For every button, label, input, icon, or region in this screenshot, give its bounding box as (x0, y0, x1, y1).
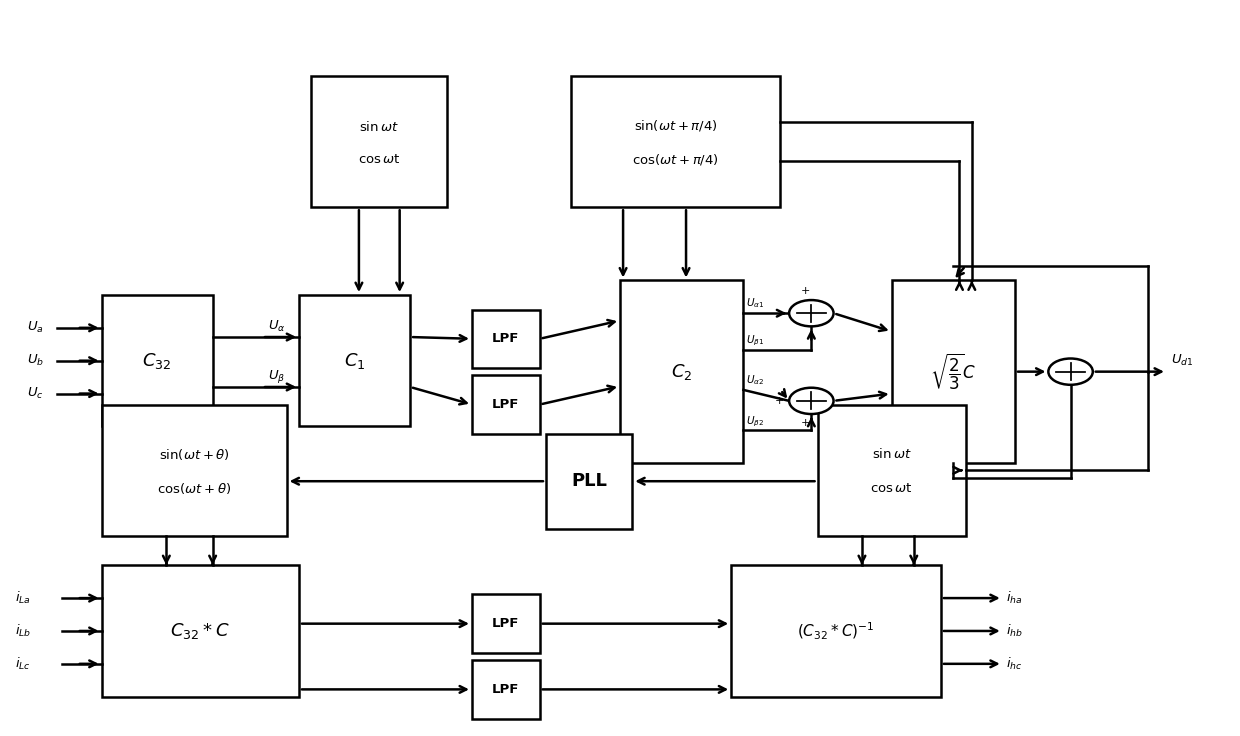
Text: $U_{\alpha1}$: $U_{\alpha1}$ (746, 296, 764, 310)
Text: $\cos\omega\mathrm{t}$: $\cos\omega\mathrm{t}$ (358, 153, 401, 166)
Text: $i_{Lc}$: $i_{Lc}$ (15, 656, 31, 672)
Text: $U_{\beta1}$: $U_{\beta1}$ (746, 333, 764, 348)
Text: $U_\beta$: $U_\beta$ (268, 367, 285, 384)
Text: PLL: PLL (572, 473, 608, 490)
Text: $\sin\omega t$: $\sin\omega t$ (872, 447, 911, 461)
Bar (892, 280, 1016, 463)
Circle shape (789, 300, 833, 326)
Bar (570, 76, 780, 208)
Text: $U_{\beta2}$: $U_{\beta2}$ (746, 414, 764, 428)
Bar (472, 310, 539, 368)
Text: $U_c$: $U_c$ (27, 386, 45, 401)
Text: LPF: LPF (492, 332, 520, 345)
Text: $C_{32}*C$: $C_{32}*C$ (170, 621, 231, 641)
Text: $\sin(\omega t+\theta)$: $\sin(\omega t+\theta)$ (159, 447, 229, 461)
Bar (732, 565, 941, 697)
Text: $i_{Lb}$: $i_{Lb}$ (15, 623, 31, 639)
Text: +: + (801, 286, 810, 297)
Bar (546, 434, 632, 528)
Text: $U_b$: $U_b$ (27, 353, 45, 368)
Bar (102, 405, 286, 536)
Bar (472, 660, 539, 718)
Text: $U_\alpha$: $U_\alpha$ (268, 319, 286, 333)
Text: $\sin(\omega t+\pi/4)$: $\sin(\omega t+\pi/4)$ (634, 118, 717, 133)
Bar (299, 295, 410, 426)
Text: $i_{La}$: $i_{La}$ (15, 590, 31, 606)
Bar (472, 375, 539, 434)
Text: $i_{ha}$: $i_{ha}$ (1007, 590, 1023, 606)
Text: $\cos(\omega t+\theta)$: $\cos(\omega t+\theta)$ (157, 481, 231, 496)
Text: LPF: LPF (492, 683, 520, 696)
Text: LPF: LPF (492, 618, 520, 630)
Bar (620, 280, 744, 463)
Text: $-$: $-$ (774, 307, 785, 319)
Bar (311, 76, 448, 208)
Text: $C_2$: $C_2$ (671, 361, 692, 382)
Circle shape (789, 388, 833, 414)
Text: $C_1$: $C_1$ (343, 350, 366, 371)
Bar (817, 405, 966, 536)
Circle shape (1048, 358, 1092, 385)
Bar (472, 595, 539, 653)
Bar (102, 295, 212, 426)
Text: $U_a$: $U_a$ (27, 320, 45, 336)
Text: +: + (801, 417, 810, 428)
Text: $i_{hb}$: $i_{hb}$ (1007, 623, 1023, 639)
Text: $U_{\alpha2}$: $U_{\alpha2}$ (746, 373, 764, 386)
Text: +: + (775, 396, 784, 406)
Bar (102, 565, 299, 697)
Text: $i_{hc}$: $i_{hc}$ (1007, 656, 1023, 672)
Text: $C_{32}$: $C_{32}$ (143, 350, 172, 371)
Text: $(C_{32}*C)^{-1}$: $(C_{32}*C)^{-1}$ (797, 620, 875, 642)
Text: $\sqrt{\dfrac{2}{3}}C$: $\sqrt{\dfrac{2}{3}}C$ (930, 351, 977, 392)
Text: $\cos\omega\mathrm{t}$: $\cos\omega\mathrm{t}$ (870, 482, 913, 495)
Text: $U_{d1}$: $U_{d1}$ (1171, 353, 1193, 368)
Text: $\sin\omega t$: $\sin\omega t$ (360, 120, 399, 134)
Text: LPF: LPF (492, 398, 520, 411)
Text: $\cos(\omega t+\pi/4)$: $\cos(\omega t+\pi/4)$ (632, 152, 719, 167)
